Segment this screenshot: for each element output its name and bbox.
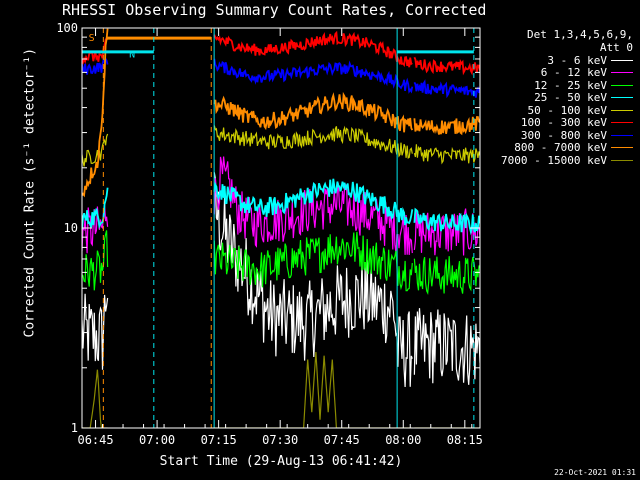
legend: Det 1,3,4,5,6,9, Att 0 3 - 6 keV 6 - 12 …: [483, 28, 633, 167]
x-axis-label: Start Time (29-Aug-13 06:41:42): [159, 454, 403, 469]
axes: 06:45 07:00 07:15 07:30 07:45 08:00 08:15 1 10 10…: [56, 21, 483, 447]
legend-item: 50 - 100 keV: [483, 104, 633, 117]
legend-item: 6 - 12 keV: [483, 66, 633, 80]
legend-swatch: [611, 72, 633, 74]
generation-timestamp: 22-Oct-2021 01:31: [554, 468, 636, 477]
legend-detector-info: Det 1,3,4,5,6,9,: [527, 28, 633, 41]
legend-item: 800 - 7000 keV: [483, 141, 633, 155]
legend-label: 25 - 50 keV: [534, 91, 607, 105]
legend-item: 300 - 800 keV: [483, 129, 633, 142]
legend-item: 100 - 300 keV: [483, 116, 633, 130]
x-tick-label: 07:45: [324, 433, 360, 447]
chart-title: RHESSI Observing Summary Count Rates, Co…: [62, 1, 487, 19]
legend-item: 25 - 50 keV: [483, 91, 633, 105]
legend-swatch: [611, 84, 633, 86]
legend-label: 100 - 300 keV: [520, 116, 607, 130]
legend-label: 7000 - 15000 keV: [501, 153, 607, 167]
x-tick-label: 07:15: [201, 433, 237, 447]
series-line: [82, 230, 480, 296]
x-tick-label: 07:00: [139, 433, 175, 447]
legend-swatch: [611, 109, 633, 111]
y-tick-label: 1: [71, 421, 78, 435]
x-tick-label: 06:45: [77, 433, 113, 447]
legend-item: 3 - 6 keV: [483, 54, 633, 67]
series-line: [82, 125, 480, 167]
legend-swatch: [611, 97, 633, 99]
legend-label: 3 - 6 keV: [547, 53, 607, 67]
legend-label: 12 - 25 keV: [534, 78, 607, 92]
y-tick-label: 10: [64, 221, 78, 235]
series-line: [82, 28, 480, 198]
x-tick-label: 07:30: [262, 433, 298, 447]
legend-swatch: [611, 134, 633, 136]
legend-label: 50 - 100 keV: [527, 103, 607, 117]
legend-swatch: [611, 122, 633, 124]
legend-label: 800 - 7000 keV: [514, 141, 607, 155]
legend-swatch: [611, 159, 633, 161]
legend-item: 7000 - 15000 keV: [483, 154, 633, 167]
y-axis-label: Corrected Count Rate (s⁻¹ detector⁻¹): [22, 47, 38, 338]
x-tick-label: 08:15: [447, 433, 483, 447]
legend-swatch: [611, 147, 633, 149]
legend-swatch: [611, 59, 633, 61]
legend-item: 12 - 25 keV: [483, 79, 633, 92]
annotation-s: S: [89, 33, 95, 44]
plot-area: SN: [82, 28, 480, 428]
x-tick-label: 08:00: [385, 433, 421, 447]
legend-attenuator-info: Att 0: [599, 41, 633, 54]
series-group: [82, 28, 480, 428]
legend-label: 300 - 800 keV: [520, 128, 607, 142]
series-line: [82, 56, 480, 99]
y-tick-label: 100: [56, 21, 78, 35]
annotation-n: N: [129, 50, 135, 61]
legend-label: 6 - 12 keV: [540, 66, 607, 80]
series-line: [82, 351, 480, 428]
